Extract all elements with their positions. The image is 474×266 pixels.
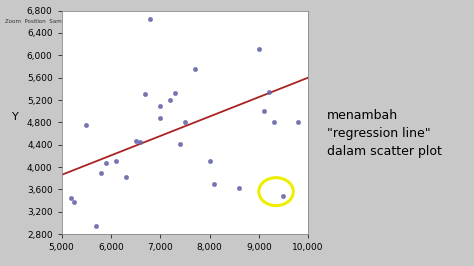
Point bbox=[122, 175, 129, 179]
Point bbox=[68, 196, 75, 200]
Point bbox=[137, 140, 144, 145]
Point bbox=[156, 103, 164, 108]
Point bbox=[166, 98, 174, 102]
Point bbox=[171, 91, 179, 95]
Text: Zoom  Position  Sample  Sheet  Stats  Spec: Zoom Position Sample Sheet Stats Spec bbox=[5, 19, 124, 24]
Point bbox=[210, 182, 218, 186]
Point bbox=[255, 47, 263, 51]
Y-axis label: Y: Y bbox=[12, 112, 19, 122]
Point bbox=[112, 159, 119, 164]
Point bbox=[181, 120, 189, 124]
Point bbox=[206, 159, 213, 164]
Point bbox=[97, 171, 105, 175]
Point bbox=[146, 17, 154, 21]
Point bbox=[235, 186, 243, 190]
Point bbox=[142, 92, 149, 97]
Text: menambah
"regression line"
dalam scatter plot: menambah "regression line" dalam scatter… bbox=[327, 109, 442, 158]
Point bbox=[270, 120, 277, 124]
Point bbox=[260, 109, 267, 113]
Point bbox=[191, 67, 199, 72]
Point bbox=[265, 90, 273, 94]
Point bbox=[132, 139, 139, 143]
Point bbox=[70, 200, 78, 204]
Point bbox=[280, 194, 287, 198]
Point bbox=[82, 123, 90, 127]
Point bbox=[294, 120, 302, 124]
Point bbox=[156, 116, 164, 120]
Point bbox=[176, 142, 184, 146]
Point bbox=[92, 223, 100, 228]
Point bbox=[102, 160, 110, 165]
